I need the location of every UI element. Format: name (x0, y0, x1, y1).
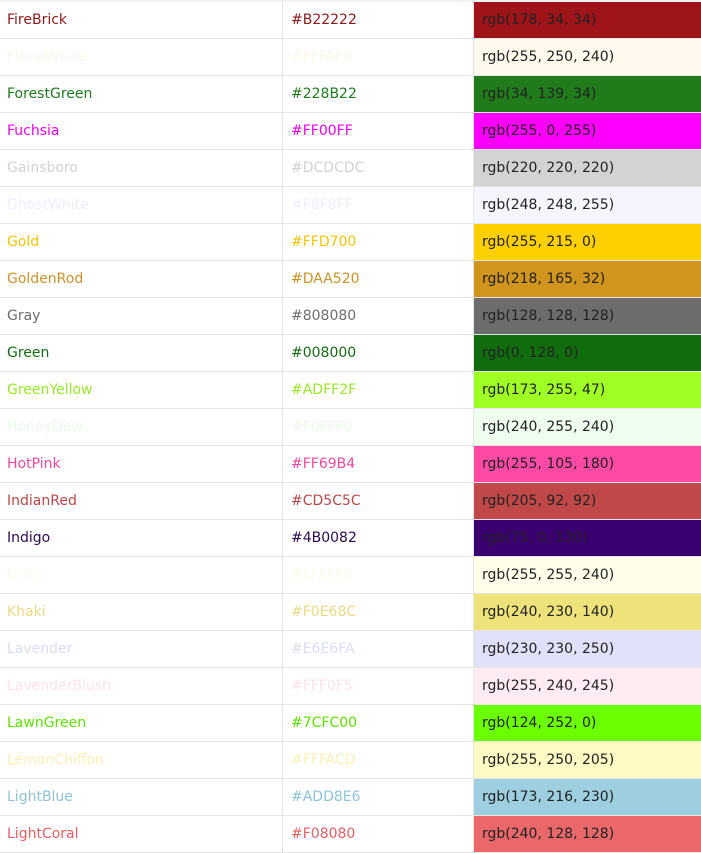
color-hex-cell: #F0FFF0 (283, 409, 474, 445)
color-rgb-swatch-cell: rgb(240, 128, 128) (474, 816, 701, 852)
color-hex-cell: #4B0082 (283, 520, 474, 556)
color-hex-cell: #008000 (283, 335, 474, 371)
color-rgb-swatch-cell: rgb(248, 248, 255) (474, 187, 701, 223)
table-row: IndianRed #CD5C5C rgb(205, 92, 92) (0, 483, 701, 520)
color-hex-cell: #B22222 (283, 2, 474, 38)
color-rgb-swatch-cell: rgb(240, 230, 140) (474, 594, 701, 630)
color-rgb-swatch-cell: rgb(218, 165, 32) (474, 261, 701, 297)
color-rgb-swatch-cell: rgb(255, 0, 255) (474, 113, 701, 149)
color-rgb-swatch-cell: rgb(124, 252, 0) (474, 705, 701, 741)
color-name-cell: Gray (0, 298, 283, 334)
color-name-cell: HotPink (0, 446, 283, 482)
color-hex-cell: #FFFFF0 (283, 557, 474, 593)
color-hex-cell: #808080 (283, 298, 474, 334)
table-row: Khaki #F0E68C rgb(240, 230, 140) (0, 594, 701, 631)
color-rgb-swatch-cell: rgb(173, 255, 47) (474, 372, 701, 408)
color-hex-cell: #E6E6FA (283, 631, 474, 667)
color-rgb-swatch-cell: rgb(255, 255, 240) (474, 557, 701, 593)
table-row: Fuchsia #FF00FF rgb(255, 0, 255) (0, 113, 701, 150)
color-rgb-swatch-cell: rgb(255, 240, 245) (474, 668, 701, 704)
color-name-cell: IndianRed (0, 483, 283, 519)
table-row: Green #008000 rgb(0, 128, 0) (0, 335, 701, 372)
table-row: ForestGreen #228B22 rgb(34, 139, 34) (0, 76, 701, 113)
color-name-cell: Gold (0, 224, 283, 260)
color-rgb-swatch-cell: rgb(230, 230, 250) (474, 631, 701, 667)
table-row: LightBlue #ADD8E6 rgb(173, 216, 230) (0, 779, 701, 816)
color-hex-cell: #FF00FF (283, 113, 474, 149)
color-hex-cell: #FF69B4 (283, 446, 474, 482)
color-hex-cell: #FFFACD (283, 742, 474, 778)
table-row: FireBrick #B22222 rgb(178, 34, 34) (0, 2, 701, 39)
color-name-cell: FireBrick (0, 2, 283, 38)
color-name-cell: ForestGreen (0, 76, 283, 112)
color-name-cell: GhostWhite (0, 187, 283, 223)
color-hex-cell: #F08080 (283, 816, 474, 852)
table-row: GoldenRod #DAA520 rgb(218, 165, 32) (0, 261, 701, 298)
color-hex-cell: #F0E68C (283, 594, 474, 630)
color-rgb-swatch-cell: rgb(255, 250, 240) (474, 39, 701, 75)
color-name-cell: LightCoral (0, 816, 283, 852)
table-row: GreenYellow #ADFF2F rgb(173, 255, 47) (0, 372, 701, 409)
table-row: HoneyDew #F0FFF0 rgb(240, 255, 240) (0, 409, 701, 446)
color-hex-cell: #CD5C5C (283, 483, 474, 519)
table-row: LawnGreen #7CFC00 rgb(124, 252, 0) (0, 705, 701, 742)
color-name-cell: Indigo (0, 520, 283, 556)
color-rgb-swatch-cell: rgb(220, 220, 220) (474, 150, 701, 186)
color-rgb-swatch-cell: rgb(173, 216, 230) (474, 779, 701, 815)
color-name-cell: Ivory (0, 557, 283, 593)
color-rgb-swatch-cell: rgb(255, 105, 180) (474, 446, 701, 482)
color-hex-cell: #F8F8FF (283, 187, 474, 223)
color-name-cell: Lavender (0, 631, 283, 667)
table-row: GhostWhite #F8F8FF rgb(248, 248, 255) (0, 187, 701, 224)
color-name-cell: LemonChiffon (0, 742, 283, 778)
table-row: HotPink #FF69B4 rgb(255, 105, 180) (0, 446, 701, 483)
color-name-cell: GoldenRod (0, 261, 283, 297)
table-row: FloralWhite #FFFAF0 rgb(255, 250, 240) (0, 39, 701, 76)
color-hex-cell: #ADFF2F (283, 372, 474, 408)
color-name-cell: Gainsboro (0, 150, 283, 186)
table-row: LavenderBlush #FFF0F5 rgb(255, 240, 245) (0, 668, 701, 705)
color-hex-cell: #DCDCDC (283, 150, 474, 186)
color-rgb-swatch-cell: rgb(178, 34, 34) (474, 2, 701, 38)
color-name-cell: LightBlue (0, 779, 283, 815)
color-rgb-swatch-cell: rgb(34, 139, 34) (474, 76, 701, 112)
color-name-cell: LavenderBlush (0, 668, 283, 704)
color-hex-cell: #DAA520 (283, 261, 474, 297)
color-hex-cell: #FFFAF0 (283, 39, 474, 75)
color-rgb-swatch-cell: rgb(75, 0, 130) (474, 520, 701, 556)
color-rgb-swatch-cell: rgb(205, 92, 92) (474, 483, 701, 519)
color-rgb-swatch-cell: rgb(0, 128, 0) (474, 335, 701, 371)
color-rgb-swatch-cell: rgb(240, 255, 240) (474, 409, 701, 445)
color-hex-cell: #FFF0F5 (283, 668, 474, 704)
table-row: Lavender #E6E6FA rgb(230, 230, 250) (0, 631, 701, 668)
color-hex-cell: #7CFC00 (283, 705, 474, 741)
table-row: Gray #808080 rgb(128, 128, 128) (0, 298, 701, 335)
color-rgb-swatch-cell: rgb(255, 250, 205) (474, 742, 701, 778)
color-name-cell: Khaki (0, 594, 283, 630)
table-row: Gold #FFD700 rgb(255, 215, 0) (0, 224, 701, 261)
color-rgb-swatch-cell: rgb(128, 128, 128) (474, 298, 701, 334)
color-name-cell: Fuchsia (0, 113, 283, 149)
table-row: Indigo #4B0082 rgb(75, 0, 130) (0, 520, 701, 557)
table-row: Ivory #FFFFF0 rgb(255, 255, 240) (0, 557, 701, 594)
table-row: Gainsboro #DCDCDC rgb(220, 220, 220) (0, 150, 701, 187)
color-hex-cell: #228B22 (283, 76, 474, 112)
color-hex-cell: #ADD8E6 (283, 779, 474, 815)
top-divider (0, 0, 701, 2)
color-name-cell: FloralWhite (0, 39, 283, 75)
color-name-cell: Green (0, 335, 283, 371)
table-row: LightCoral #F08080 rgb(240, 128, 128) (0, 816, 701, 853)
color-rgb-swatch-cell: rgb(255, 215, 0) (474, 224, 701, 260)
color-hex-cell: #FFD700 (283, 224, 474, 260)
color-name-cell: HoneyDew (0, 409, 283, 445)
table-row: LemonChiffon #FFFACD rgb(255, 250, 205) (0, 742, 701, 779)
color-name-cell: LawnGreen (0, 705, 283, 741)
color-name-cell: GreenYellow (0, 372, 283, 408)
